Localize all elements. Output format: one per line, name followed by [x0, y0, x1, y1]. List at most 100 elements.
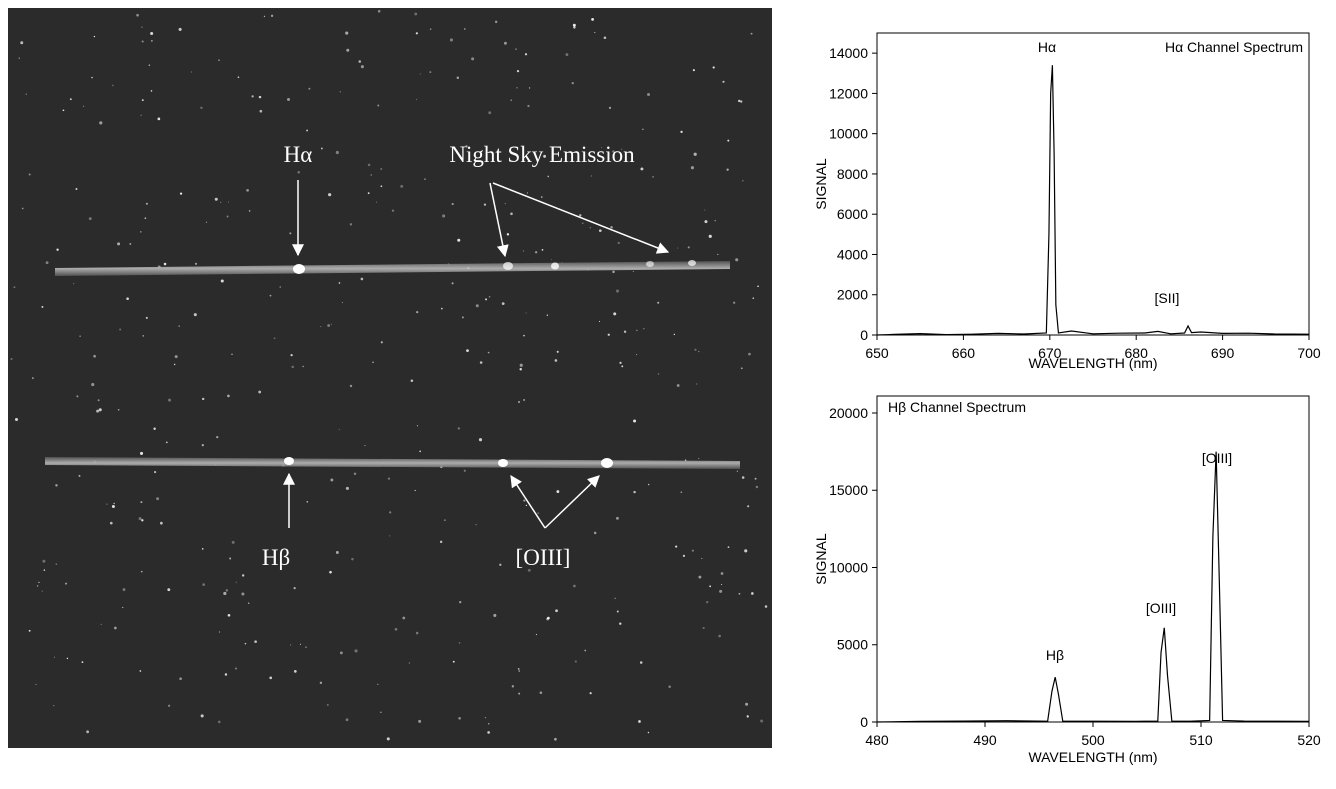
star [589, 692, 592, 695]
star [227, 201, 230, 203]
star [543, 154, 546, 158]
star [698, 575, 702, 579]
star [550, 258, 552, 260]
star [503, 41, 507, 45]
star [704, 220, 708, 224]
star [82, 105, 85, 107]
star [205, 221, 208, 223]
star [55, 563, 58, 565]
star [429, 28, 432, 31]
star [479, 361, 483, 364]
star [45, 261, 49, 265]
star [218, 59, 220, 61]
star [358, 60, 362, 63]
star [360, 277, 364, 281]
star [216, 435, 219, 439]
star [612, 150, 615, 153]
star [485, 298, 488, 301]
star [136, 13, 139, 17]
star [248, 602, 250, 604]
star [704, 209, 706, 211]
star [518, 670, 520, 672]
star [251, 95, 254, 98]
x-axis-label: WAVELENGTH (nm) [1028, 355, 1157, 371]
star [140, 570, 143, 573]
star [111, 505, 115, 509]
y-tick-label: 0 [860, 714, 868, 730]
star [523, 499, 526, 502]
star [488, 295, 491, 298]
star [367, 163, 371, 167]
x-tick-label: 650 [865, 345, 889, 361]
star [594, 31, 596, 34]
star [81, 661, 84, 664]
star [546, 314, 549, 316]
star [456, 76, 460, 80]
x-tick-label: 480 [865, 732, 889, 748]
star [614, 597, 616, 600]
star [579, 214, 582, 217]
star [546, 616, 550, 620]
star [466, 349, 469, 352]
star [636, 329, 638, 332]
star [518, 692, 521, 695]
star [13, 286, 16, 289]
star [636, 354, 638, 356]
star [341, 302, 343, 304]
star [335, 150, 339, 155]
star [410, 379, 414, 383]
star [555, 609, 558, 613]
star [714, 219, 717, 222]
star [353, 472, 357, 476]
star [218, 720, 221, 724]
star [302, 365, 304, 368]
star [142, 335, 144, 337]
star [424, 178, 426, 180]
star [214, 197, 218, 201]
star [141, 26, 143, 28]
star [612, 270, 615, 274]
star [572, 23, 576, 27]
star [140, 114, 142, 116]
star [69, 98, 72, 101]
star [190, 71, 193, 73]
star [528, 87, 531, 89]
star [201, 548, 204, 550]
star [494, 20, 498, 24]
star [517, 400, 521, 404]
star [200, 714, 204, 718]
star [402, 616, 406, 620]
star [554, 359, 558, 362]
star [122, 588, 126, 591]
star [463, 28, 466, 30]
star [598, 229, 602, 233]
star [53, 656, 55, 658]
star [439, 540, 443, 544]
star [525, 312, 527, 314]
star [506, 233, 510, 236]
star [179, 192, 183, 195]
star [178, 325, 180, 327]
star [623, 330, 627, 333]
star [279, 286, 281, 288]
star [668, 685, 671, 689]
star [483, 203, 487, 206]
star [387, 477, 391, 480]
star [523, 334, 525, 337]
star [652, 176, 654, 178]
star [444, 519, 446, 521]
star [702, 627, 705, 630]
star [429, 71, 432, 74]
star [601, 146, 603, 148]
star [540, 196, 543, 198]
star [328, 193, 332, 197]
star [65, 582, 68, 585]
star [458, 642, 461, 644]
star [327, 324, 331, 327]
star [193, 313, 197, 317]
star [757, 285, 759, 288]
star [20, 41, 24, 45]
star [231, 540, 235, 544]
star [73, 283, 75, 285]
